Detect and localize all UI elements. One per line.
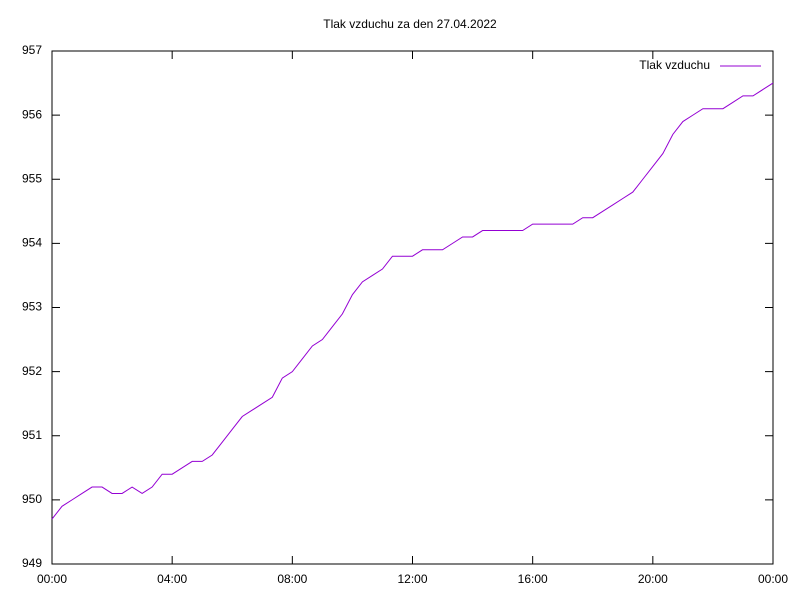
x-tick-label: 20:00 bbox=[638, 572, 668, 586]
y-tick-label: 953 bbox=[22, 300, 42, 314]
y-tick-label: 957 bbox=[22, 43, 42, 57]
legend-label: Tlak vzduchu bbox=[639, 58, 710, 72]
y-tick-label: 954 bbox=[22, 236, 42, 250]
x-tick-label: 12:00 bbox=[397, 572, 427, 586]
y-tick-label: 956 bbox=[22, 107, 42, 121]
plot-border bbox=[51, 50, 774, 565]
data-line bbox=[51, 82, 774, 520]
x-tick-label: 04:00 bbox=[157, 572, 187, 586]
y-tick-label: 952 bbox=[22, 364, 42, 378]
y-tick-label: 949 bbox=[22, 556, 42, 570]
y-tick-label: 951 bbox=[22, 428, 42, 442]
x-tick-label: 08:00 bbox=[277, 572, 307, 586]
y-tick-label: 950 bbox=[22, 492, 42, 506]
x-tick-label: 00:00 bbox=[37, 572, 67, 586]
chart-title: Tlak vzduchu za den 27.04.2022 bbox=[323, 17, 497, 31]
x-tick-label: 16:00 bbox=[518, 572, 548, 586]
y-tick-label: 955 bbox=[22, 171, 42, 185]
x-tick-label: 00:00 bbox=[758, 572, 788, 586]
